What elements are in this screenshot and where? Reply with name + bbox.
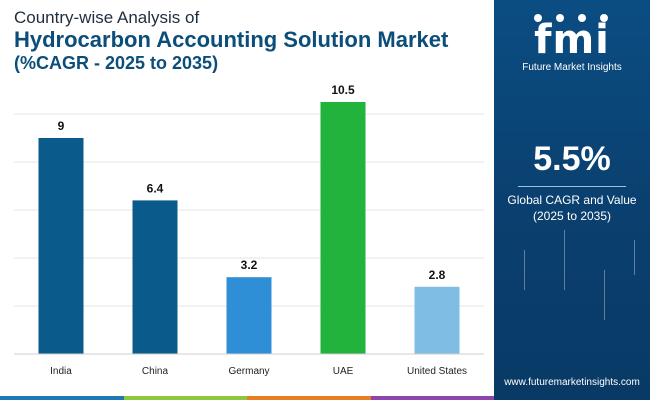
- bottom-bar-segment: [123, 396, 247, 400]
- global-cagr-label: Global CAGR and Value (2025 to 2035): [494, 192, 650, 224]
- category-label: Germany: [228, 366, 269, 377]
- bar-india: [38, 138, 84, 354]
- bottom-bar-segment: [247, 396, 371, 400]
- bar-uae: [320, 102, 366, 354]
- fmi-logo: fmi Future Market Insights: [494, 8, 650, 74]
- data-label: 3.2: [241, 258, 258, 272]
- bar-chart: 9 6.4 3.2 10.5 2.8 India China Germany UAE Unite…: [14, 83, 484, 377]
- logo-text: Future Market Insights: [522, 62, 622, 73]
- category-label: United States: [407, 366, 467, 377]
- title-line-1: Country-wise Analysis of: [14, 8, 200, 27]
- sidebar-panel: fmi Future Market Insights 5.5% Global C…: [494, 0, 650, 400]
- data-label: 9: [58, 119, 65, 133]
- bar-united-states: [414, 286, 460, 354]
- logo-mark: fmi: [534, 17, 610, 63]
- bottom-bar-segment: [0, 396, 124, 400]
- title-line-3: (%CAGR - 2025 to 2035): [14, 53, 219, 73]
- website-url: www.futuremarketinsights.com: [504, 377, 640, 388]
- bar-china: [132, 200, 178, 354]
- global-cagr-value: 5.5%: [533, 140, 611, 178]
- data-label: 10.5: [331, 83, 355, 97]
- category-label: UAE: [333, 366, 354, 377]
- bottom-color-bar: [0, 396, 494, 400]
- title-line-2: Hydrocarbon Accounting Solution Market: [14, 27, 449, 52]
- cagr-divider: [518, 186, 626, 187]
- data-labels: 9 6.4 3.2 10.5 2.8: [58, 83, 446, 282]
- data-label: 2.8: [429, 268, 446, 282]
- bottom-bar-segment: [370, 396, 494, 400]
- cagr-label-line-2: (2025 to 2035): [532, 209, 612, 223]
- logo-dots-icon: [512, 14, 632, 26]
- bars: [38, 102, 460, 354]
- gridlines: [14, 113, 484, 307]
- cagr-label-line-1: Global CAGR and Value: [507, 193, 637, 207]
- bar-germany: [226, 277, 272, 354]
- category-labels: India China Germany UAE United States: [50, 366, 467, 377]
- category-label: India: [50, 366, 72, 377]
- data-label: 6.4: [147, 181, 164, 195]
- category-label: China: [142, 366, 169, 377]
- chart-title-block: Country-wise Analysis of Hydrocarbon Acc…: [14, 8, 484, 74]
